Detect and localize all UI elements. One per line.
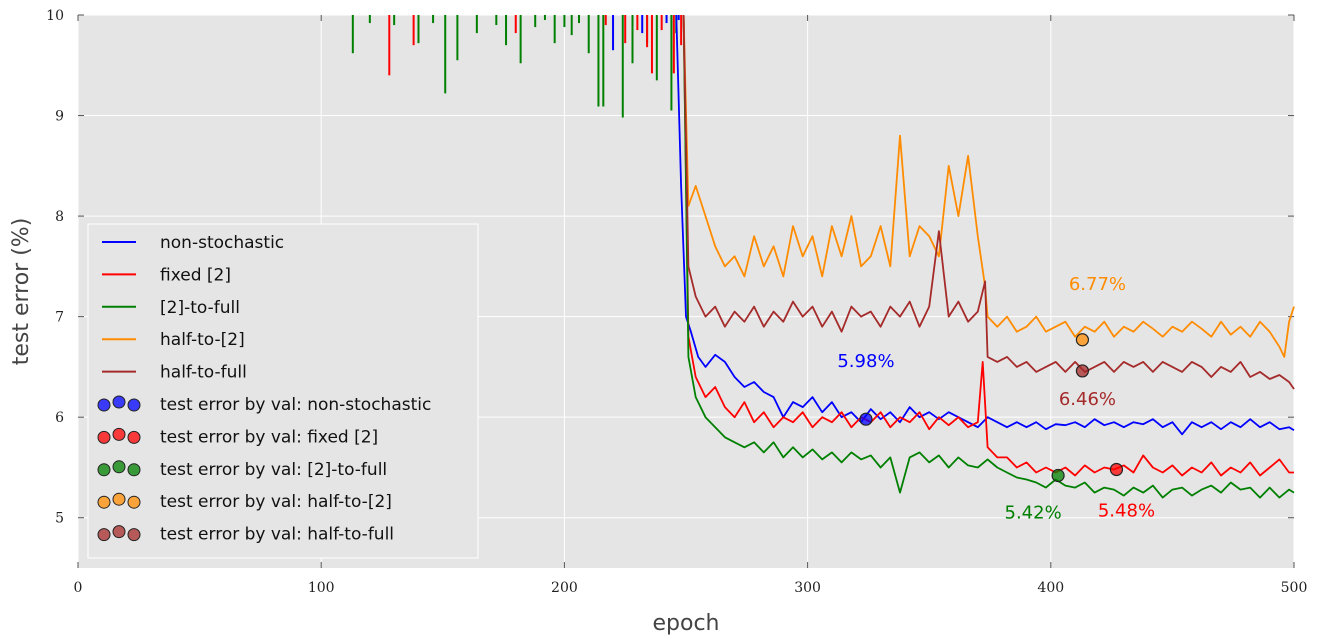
series-line-half-to-full: [682, 14, 1295, 390]
legend-label: [2]-to-full: [160, 298, 240, 318]
legend-marker-swatch: [97, 463, 111, 477]
val-marker: [1109, 462, 1124, 477]
series-line-non-stochastic: [675, 14, 1295, 436]
series-line-half-to-2-: [682, 14, 1295, 358]
x-tick-label: 100: [308, 580, 335, 596]
y-tick-label: 5: [55, 511, 64, 527]
spike-lines: [351, 15, 683, 118]
y-tick-label: 9: [55, 109, 64, 125]
y-tick-label: 10: [46, 8, 64, 24]
y-axis-label: test error (%): [9, 218, 34, 366]
marker-annotation: 6.46%: [1059, 389, 1116, 410]
y-tick-label: 6: [55, 410, 64, 426]
legend-marker-swatch: [97, 430, 111, 444]
legend: non-stochastic fixed [2] [2]-to-full half-t…: [87, 223, 479, 559]
legend-label: test error by val: half-to-full: [160, 525, 394, 545]
x-tick-label: 500: [1281, 580, 1308, 596]
legend-marker-swatch: [112, 525, 126, 539]
legend-label: non-stochastic: [160, 233, 284, 253]
legend-label: test error by val: half-to-[2]: [160, 492, 392, 512]
legend-marker-swatch: [127, 463, 141, 477]
y-tick-label: 7: [55, 310, 64, 326]
val-marker: [1075, 333, 1090, 347]
legend-marker-swatch: [112, 395, 126, 409]
val-marker: [1075, 364, 1090, 378]
legend-marker-swatch: [127, 528, 141, 542]
series-line--2-to-full: [682, 14, 1295, 499]
x-tick-label: 0: [74, 580, 83, 596]
legend-label: half-to-[2]: [160, 330, 245, 350]
val-markers: [859, 333, 1124, 483]
marker-annotation: 5.98%: [837, 351, 894, 372]
legend-marker-swatch: [127, 398, 141, 412]
x-tick-label: 300: [794, 580, 821, 596]
x-tick-label: 400: [1037, 580, 1064, 596]
marker-annotations: 5.98% 5.48% 5.42% 6.77% 6.46%: [837, 274, 1155, 524]
legend-marker-swatch: [112, 492, 126, 506]
marker-annotation: 5.42%: [1005, 502, 1062, 523]
marker-annotation: 6.77%: [1069, 274, 1126, 295]
legend-marker-swatch: [112, 427, 126, 441]
legend-marker-swatch: [97, 495, 111, 509]
series-line-fixed-2-: [682, 14, 1294, 477]
legend-box: [87, 223, 479, 559]
x-axis-label: epoch: [653, 611, 720, 636]
legend-marker-swatch: [97, 528, 111, 542]
legend-marker-swatch: [97, 398, 111, 412]
legend-label: test error by val: fixed [2]: [160, 427, 378, 447]
legend-label: test error by val: [2]-to-full: [160, 460, 387, 480]
marker-annotation: 5.48%: [1098, 500, 1155, 521]
legend-label: fixed [2]: [160, 265, 231, 285]
val-marker: [859, 412, 873, 426]
val-marker: [1051, 468, 1065, 483]
y-tick-label: 8: [55, 209, 64, 225]
legend-marker-swatch: [127, 495, 141, 509]
legend-label: test error by val: non-stochastic: [160, 395, 431, 415]
series-lines: [675, 14, 1295, 499]
legend-label: half-to-full: [160, 363, 247, 383]
legend-marker-swatch: [112, 460, 126, 474]
legend-marker-swatch: [127, 430, 141, 444]
x-tick-label: 200: [551, 580, 578, 596]
